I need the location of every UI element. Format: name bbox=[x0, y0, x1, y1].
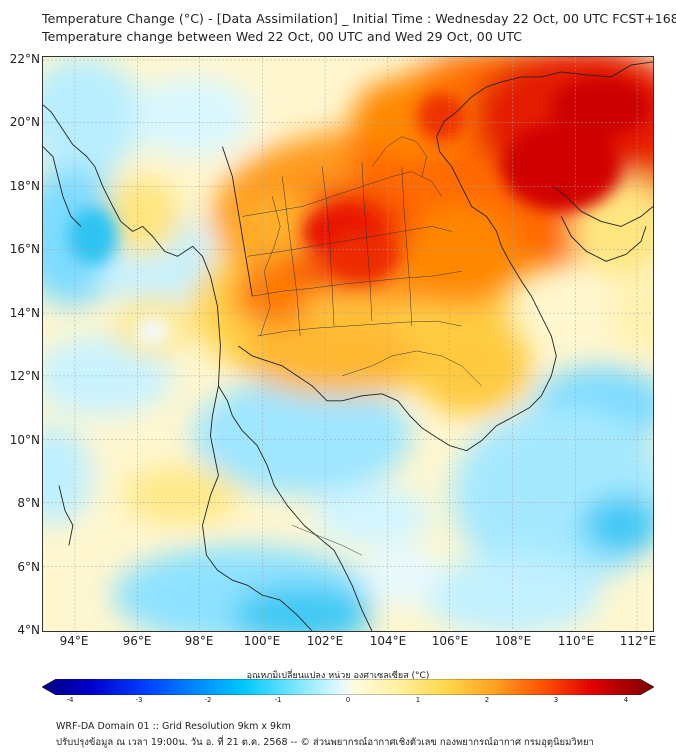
lat-label: 6°N bbox=[17, 560, 40, 574]
map-title: Temperature Change (°C) - [Data Assimila… bbox=[42, 11, 676, 26]
colorbar-tick: 2 bbox=[484, 696, 490, 704]
temperature-hotspots bbox=[67, 76, 652, 345]
lat-label: 10°N bbox=[9, 433, 40, 447]
lon-label: 112°E bbox=[619, 634, 657, 648]
lat-label: 8°N bbox=[17, 496, 40, 510]
lat-label: 22°N bbox=[9, 52, 40, 66]
lat-label: 16°N bbox=[9, 242, 40, 256]
temperature-field bbox=[43, 57, 653, 631]
colorbar-tick: 4 bbox=[623, 696, 629, 704]
map-subtitle: Temperature change between Wed 22 Oct, 0… bbox=[42, 29, 523, 44]
lon-label: 96°E bbox=[122, 634, 152, 648]
update-credit: ปรับปรุงข้อมูล ณ เวลา 19:00น. วัน อ. ที่… bbox=[56, 737, 594, 748]
colorbar bbox=[42, 679, 654, 695]
lon-label: 104°E bbox=[369, 634, 407, 648]
colorbar-tick: 1 bbox=[415, 696, 421, 704]
lon-label: 110°E bbox=[557, 634, 595, 648]
map-canvas bbox=[43, 57, 653, 631]
coastlines bbox=[43, 61, 653, 631]
lat-label: 18°N bbox=[9, 179, 40, 193]
lon-label: 102°E bbox=[306, 634, 344, 648]
colorbar-title: อุณหภูมิเปลี่ยนแปลง หน่วย องศาเซลเซียส (… bbox=[246, 671, 430, 681]
lat-label: 14°N bbox=[9, 306, 40, 320]
colorbar-tick: -4 bbox=[66, 696, 74, 704]
lat-label: 12°N bbox=[9, 369, 40, 383]
temperature-change-map bbox=[42, 56, 654, 632]
lon-label: 98°E bbox=[184, 634, 214, 648]
lon-label: 94°E bbox=[59, 634, 89, 648]
lat-label: 4°N bbox=[17, 623, 40, 637]
lon-label: 100°E bbox=[243, 634, 281, 648]
lat-label: 20°N bbox=[9, 115, 40, 129]
lon-label: 108°E bbox=[494, 634, 532, 648]
colorbar-tick: 3 bbox=[553, 696, 559, 704]
colorbar-tick: -2 bbox=[204, 696, 212, 704]
lon-label: 106°E bbox=[431, 634, 469, 648]
model-info: WRF-DA Domain 01 :: Grid Resolution 9km … bbox=[56, 721, 291, 732]
colorbar-gradient bbox=[42, 679, 654, 695]
colorbar-tick: -3 bbox=[135, 696, 143, 704]
colorbar-tick: 0 bbox=[345, 696, 351, 704]
province-borders bbox=[242, 136, 482, 556]
colorbar-tick: -1 bbox=[274, 696, 282, 704]
